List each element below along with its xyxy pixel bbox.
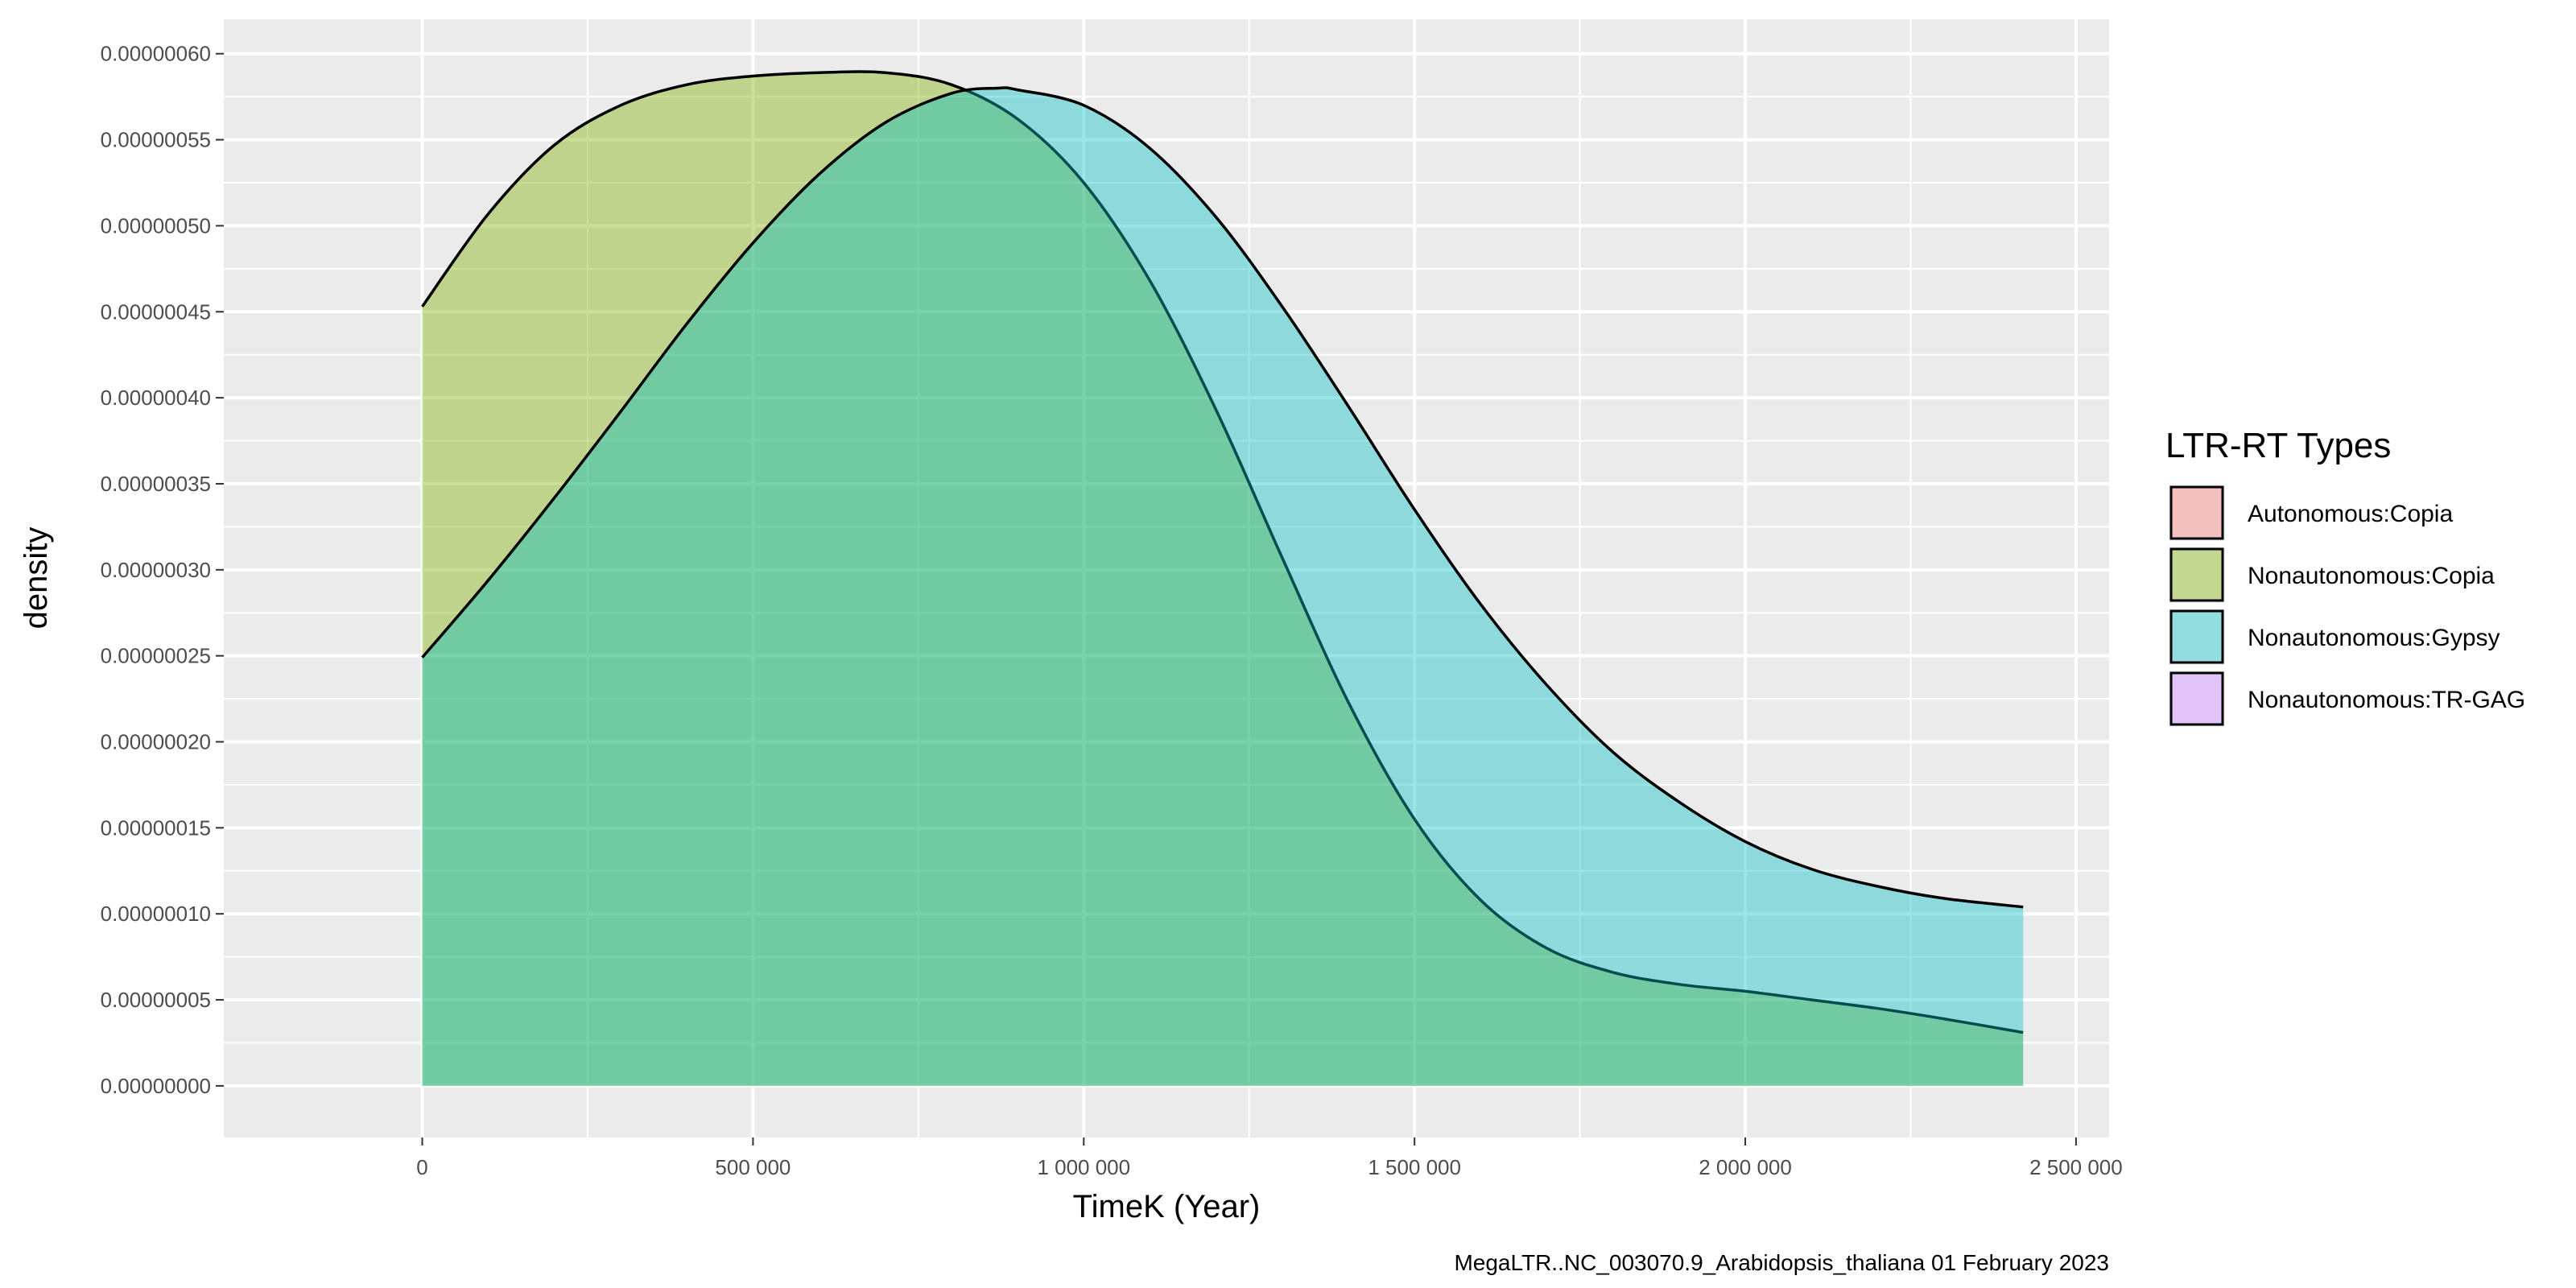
y-tick-label: 0.00000035 bbox=[101, 472, 211, 496]
y-tick-label: 0.00000055 bbox=[101, 128, 211, 152]
minor-gridlines bbox=[224, 19, 2109, 1137]
density-areas bbox=[421, 70, 2024, 1086]
x-tick-label: 1 500 000 bbox=[1368, 1155, 1461, 1179]
legend-label: Nonautonomous:Gypsy bbox=[2248, 625, 2500, 651]
density-area-nonautonomous-copia bbox=[422, 71, 2024, 1086]
legend-key-background bbox=[2169, 547, 2225, 603]
y-tick-label: 0.00000010 bbox=[101, 902, 211, 926]
x-tick-label: 500 000 bbox=[715, 1155, 791, 1179]
y-tick-label: 0.00000060 bbox=[101, 42, 211, 66]
x-axis-title: TimeK (Year) bbox=[1073, 1189, 1261, 1224]
y-axis-title: density bbox=[19, 527, 54, 630]
legend-swatch bbox=[2169, 671, 2224, 726]
legend-key-background bbox=[2169, 609, 2225, 665]
density-line-nonautonomous-copia bbox=[421, 70, 2024, 1034]
legend-label: Nonautonomous:Copia bbox=[2248, 563, 2495, 589]
major-gridlines bbox=[224, 19, 2109, 1137]
legend-label: Nonautonomous:TR-GAG bbox=[2248, 687, 2525, 713]
y-tick-label: 0.00000020 bbox=[101, 730, 211, 754]
density-line-nonautonomous-gypsy bbox=[421, 86, 2024, 909]
x-tick-label: 1 000 000 bbox=[1037, 1155, 1130, 1179]
x-tick-label: 0 bbox=[416, 1155, 427, 1179]
y-tick-label: 0.00000030 bbox=[101, 558, 211, 582]
density-area-nonautonomous-gypsy bbox=[422, 87, 2024, 1086]
legend: LTR-RT Types Autonomous:Copia Nonautonomo… bbox=[2165, 426, 2525, 727]
x-axis: 0 500 000 1 000 000 1 500 000 2 000 000 2 500… bbox=[416, 1137, 2123, 1179]
legend-swatch bbox=[2169, 547, 2224, 602]
y-axis: 0.00000000 0.00000005 0.00000010 0.00000015… bbox=[101, 42, 224, 1098]
legend-label: Autonomous:Copia bbox=[2248, 501, 2453, 527]
y-tick-label: 0.00000005 bbox=[101, 988, 211, 1012]
x-tick-label: 2 500 000 bbox=[2029, 1155, 2123, 1179]
y-tick-label: 0.00000050 bbox=[101, 213, 211, 237]
y-tick-label: 0.00000025 bbox=[101, 644, 211, 668]
plot-caption: MegaLTR..NC_003070.9_Arabidopsis_thalian… bbox=[1454, 1250, 2109, 1275]
plot-panel bbox=[224, 19, 2109, 1137]
y-tick-label: 0.00000015 bbox=[101, 815, 211, 840]
legend-title: LTR-RT Types bbox=[2165, 426, 2391, 465]
x-tick-label: 2 000 000 bbox=[1699, 1155, 1792, 1179]
legend-swatch bbox=[2169, 485, 2224, 540]
y-tick-label: 0.00000040 bbox=[101, 386, 211, 410]
legend-key-background bbox=[2169, 485, 2225, 541]
legend-swatch bbox=[2169, 609, 2224, 664]
y-tick-label: 0.00000000 bbox=[101, 1074, 211, 1098]
legend-key-background bbox=[2169, 671, 2225, 727]
y-tick-label: 0.00000045 bbox=[101, 299, 211, 324]
